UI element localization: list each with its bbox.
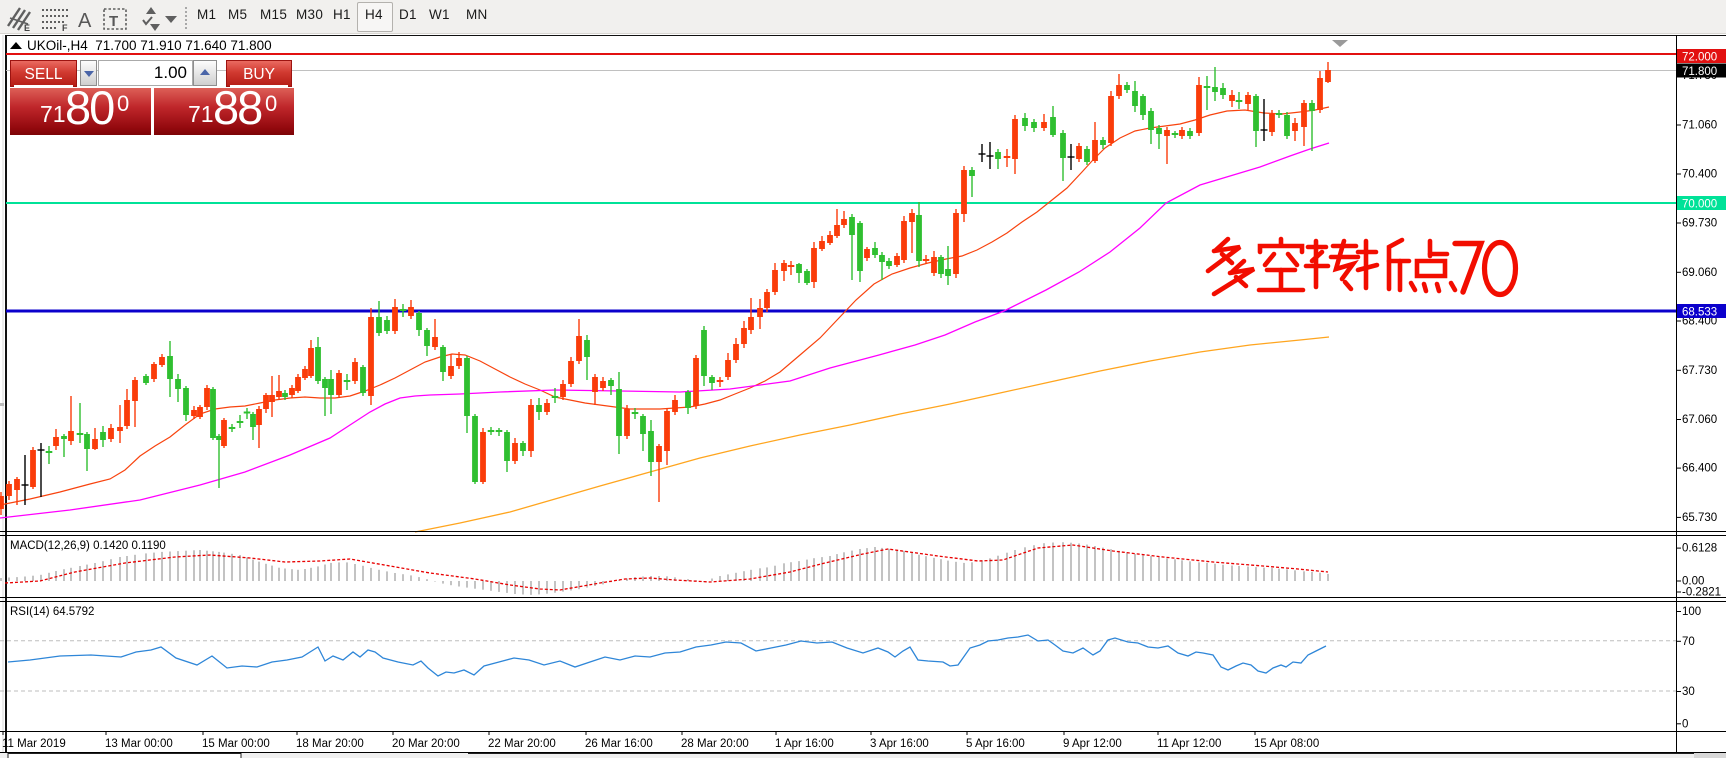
svg-text:11 Mar 2019: 11 Mar 2019 [2, 738, 66, 750]
svg-text:70: 70 [1682, 636, 1695, 648]
svg-text:22 Mar 20:00: 22 Mar 20:00 [488, 738, 556, 750]
svg-text:MACD(12,26,9) 0.1420 0.1190: MACD(12,26,9) 0.1420 0.1190 [10, 540, 166, 552]
svg-text:67.730: 67.730 [1682, 365, 1717, 377]
svg-text:15 Mar 00:00: 15 Mar 00:00 [202, 738, 270, 750]
svg-text:28 Mar 20:00: 28 Mar 20:00 [681, 738, 749, 750]
svg-text:71.800: 71.800 [1682, 66, 1717, 78]
svg-text:0: 0 [1682, 718, 1688, 730]
svg-text:E: E [24, 23, 30, 32]
svg-text:70.000: 70.000 [1682, 199, 1717, 211]
svg-text:3 Apr 16:00: 3 Apr 16:00 [870, 738, 929, 750]
svg-text:13 Mar 00:00: 13 Mar 00:00 [105, 738, 173, 750]
svg-text:-0.2821: -0.2821 [1682, 587, 1721, 599]
svg-text:1 Apr 16:00: 1 Apr 16:00 [775, 738, 834, 750]
svg-text:68.533: 68.533 [1682, 307, 1717, 319]
svg-text:100: 100 [1682, 606, 1701, 618]
svg-text:30: 30 [1682, 686, 1695, 698]
svg-text:A: A [78, 10, 92, 32]
svg-text:70.400: 70.400 [1682, 169, 1717, 181]
svg-text:68.400: 68.400 [1682, 316, 1717, 328]
svg-text:T: T [109, 13, 118, 30]
svg-text:15 Apr 08:00: 15 Apr 08:00 [1254, 738, 1319, 750]
svg-text:72.000: 72.000 [1682, 52, 1717, 64]
svg-text:0.00: 0.00 [1682, 576, 1704, 588]
svg-text:5 Apr 16:00: 5 Apr 16:00 [966, 738, 1025, 750]
svg-text:66.400: 66.400 [1682, 463, 1717, 475]
svg-text:69.730: 69.730 [1682, 218, 1717, 230]
svg-text:65.730: 65.730 [1682, 512, 1717, 524]
svg-text:RSI(14) 64.5792: RSI(14) 64.5792 [10, 606, 94, 618]
svg-text:20 Mar 20:00: 20 Mar 20:00 [392, 738, 460, 750]
svg-text:0.6128: 0.6128 [1682, 543, 1717, 555]
svg-text:26 Mar 16:00: 26 Mar 16:00 [585, 738, 653, 750]
svg-text:71.060: 71.060 [1682, 120, 1717, 132]
svg-text:11 Apr 12:00: 11 Apr 12:00 [1157, 738, 1221, 750]
svg-text:UKOil-,H4 71.700 71.910 71.64: UKOil-,H4 71.700 71.910 71.640 71.800 [27, 38, 272, 53]
svg-text:9 Apr 12:00: 9 Apr 12:00 [1063, 738, 1122, 750]
svg-text:18 Mar 20:00: 18 Mar 20:00 [296, 738, 364, 750]
svg-text:69.060: 69.060 [1682, 267, 1717, 279]
svg-text:67.060: 67.060 [1682, 414, 1717, 426]
svg-text:F: F [62, 23, 68, 32]
